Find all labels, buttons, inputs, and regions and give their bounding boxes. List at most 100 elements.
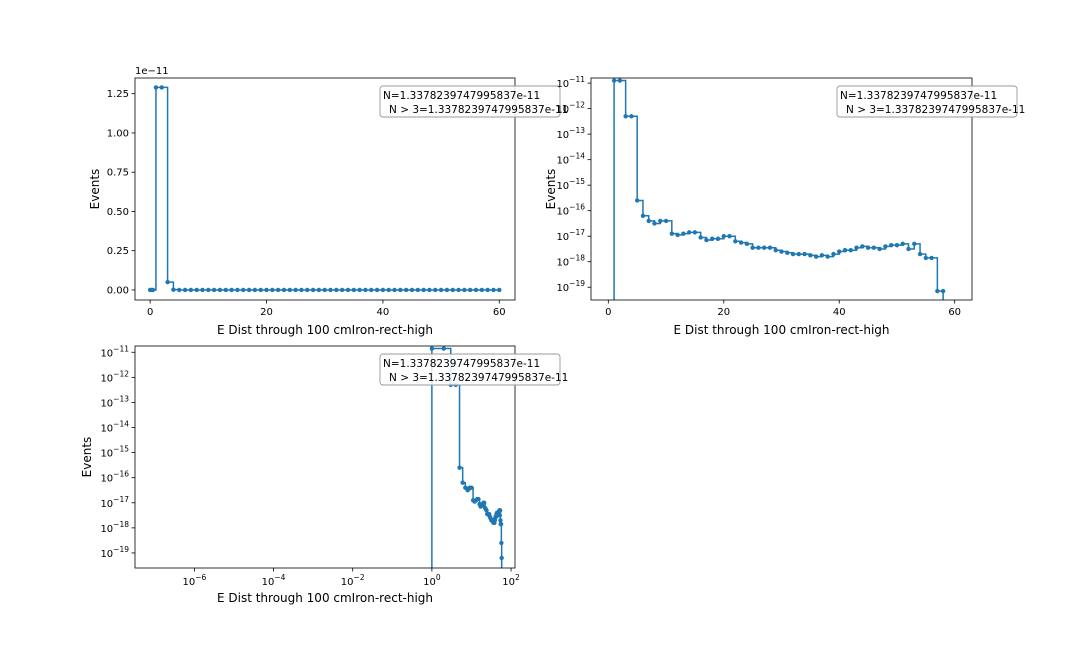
data-point bbox=[433, 287, 438, 293]
axes-frame bbox=[134, 345, 516, 569]
y-tick-label: 10−17 bbox=[100, 495, 129, 510]
data-point bbox=[476, 496, 481, 502]
data-point bbox=[750, 245, 755, 250]
y-offset-text: 1e−11 bbox=[135, 66, 169, 77]
data-point bbox=[917, 251, 923, 257]
data-point bbox=[421, 287, 426, 293]
y-tick-label: 10−15 bbox=[556, 177, 585, 192]
data-point bbox=[398, 287, 403, 293]
data-point bbox=[785, 250, 790, 255]
data-point bbox=[854, 245, 859, 250]
x-tick-label: 10−6 bbox=[182, 573, 206, 588]
y-tick-label: 10−11 bbox=[100, 344, 129, 359]
x-tick-label: 102 bbox=[502, 573, 520, 588]
data-point bbox=[888, 242, 894, 248]
data-point bbox=[339, 287, 345, 293]
data-point bbox=[438, 287, 444, 293]
y-tick-label: 0.75 bbox=[107, 168, 129, 179]
y-tick-label: 10−18 bbox=[100, 520, 129, 535]
data-point bbox=[159, 85, 164, 90]
axes-frame bbox=[134, 77, 516, 301]
x-tick-label: 40 bbox=[377, 307, 390, 318]
x-tick-label: 60 bbox=[948, 307, 961, 318]
data-point bbox=[310, 287, 316, 293]
y-tick-label: 1.00 bbox=[107, 128, 129, 139]
data-point bbox=[241, 287, 246, 293]
data-point bbox=[457, 465, 462, 470]
data-point bbox=[663, 218, 669, 224]
data-point bbox=[940, 288, 946, 294]
data-point bbox=[681, 231, 686, 236]
data-point bbox=[738, 240, 744, 245]
data-point bbox=[316, 287, 322, 293]
data-point bbox=[744, 241, 750, 247]
data-point bbox=[217, 287, 223, 293]
data-point bbox=[767, 245, 773, 250]
data-point bbox=[906, 246, 911, 252]
data-point bbox=[813, 254, 819, 259]
legend: N=1.3378239747995837e-11 N > 3=1.33782397… bbox=[379, 85, 568, 118]
chart-panel-1: 0 20 40 60 0.00 0.25 0.50 0.75 1.00 1.25 1e−11 E Di… bbox=[88, 66, 568, 337]
data-point bbox=[498, 518, 503, 523]
data-point bbox=[485, 287, 490, 293]
legend-box bbox=[379, 85, 561, 118]
data-point bbox=[860, 244, 865, 249]
data-point bbox=[287, 287, 292, 293]
data-point bbox=[182, 287, 188, 293]
x-tick-label: 0 bbox=[147, 307, 153, 318]
data-point bbox=[727, 234, 732, 239]
y-tick-label: 10−14 bbox=[100, 420, 129, 435]
data-point bbox=[634, 198, 640, 203]
data-point bbox=[499, 555, 504, 561]
legend: N=1.3378239747995837e-11 N > 3=1.33782397… bbox=[836, 85, 1025, 118]
y-tick-label: 10−15 bbox=[100, 445, 129, 460]
y-tick-label: 10−13 bbox=[100, 394, 129, 409]
y-tick-label: 10−11 bbox=[556, 75, 585, 90]
data-point bbox=[883, 244, 888, 249]
data-point bbox=[194, 287, 199, 293]
data-point bbox=[467, 287, 473, 293]
data-point bbox=[258, 287, 263, 293]
data-point bbox=[211, 287, 217, 293]
data-point bbox=[675, 232, 680, 238]
x-tick-label: 10−4 bbox=[262, 573, 286, 588]
data-point bbox=[779, 249, 784, 254]
data-point bbox=[334, 287, 339, 293]
y-tick-label: 0.00 bbox=[107, 285, 129, 296]
legend-line-threshold: N > 3=1.3378239747995837e-11 bbox=[389, 372, 568, 384]
data-point bbox=[865, 245, 871, 250]
data-point bbox=[171, 287, 176, 292]
data-point bbox=[733, 239, 738, 244]
data-point bbox=[293, 287, 298, 293]
data-point bbox=[456, 287, 461, 293]
axes-frame bbox=[590, 77, 973, 301]
x-axis-label: E Dist through 100 cmIron-rect-high bbox=[217, 591, 433, 605]
data-point bbox=[498, 521, 504, 527]
data-point bbox=[206, 287, 211, 293]
data-point bbox=[923, 255, 929, 261]
x-axis-label: E Dist through 100 cmIron-rect-high bbox=[217, 323, 433, 337]
data-point bbox=[491, 287, 496, 293]
data-point bbox=[497, 508, 503, 513]
legend-box bbox=[379, 353, 561, 386]
y-tick-label: 10−14 bbox=[556, 152, 585, 167]
y-axis-label: Events bbox=[80, 437, 94, 478]
x-tick-label: 40 bbox=[833, 307, 846, 318]
data-point bbox=[427, 287, 432, 293]
data-point bbox=[357, 287, 362, 293]
data-point bbox=[611, 78, 617, 83]
y-tick-label: 10−16 bbox=[100, 470, 129, 485]
data-point bbox=[623, 114, 628, 119]
data-point bbox=[819, 253, 825, 258]
series-line bbox=[150, 86, 500, 291]
data-point bbox=[929, 255, 934, 261]
data-point bbox=[721, 234, 726, 239]
data-point bbox=[482, 500, 487, 505]
data-point bbox=[351, 287, 357, 293]
y-tick-label: 10−13 bbox=[556, 126, 585, 141]
data-point bbox=[409, 287, 415, 293]
data-point bbox=[450, 287, 455, 293]
data-point bbox=[704, 237, 709, 243]
legend-line-threshold: N > 3=1.3378239747995837e-11 bbox=[846, 104, 1025, 116]
data-point bbox=[275, 287, 281, 293]
